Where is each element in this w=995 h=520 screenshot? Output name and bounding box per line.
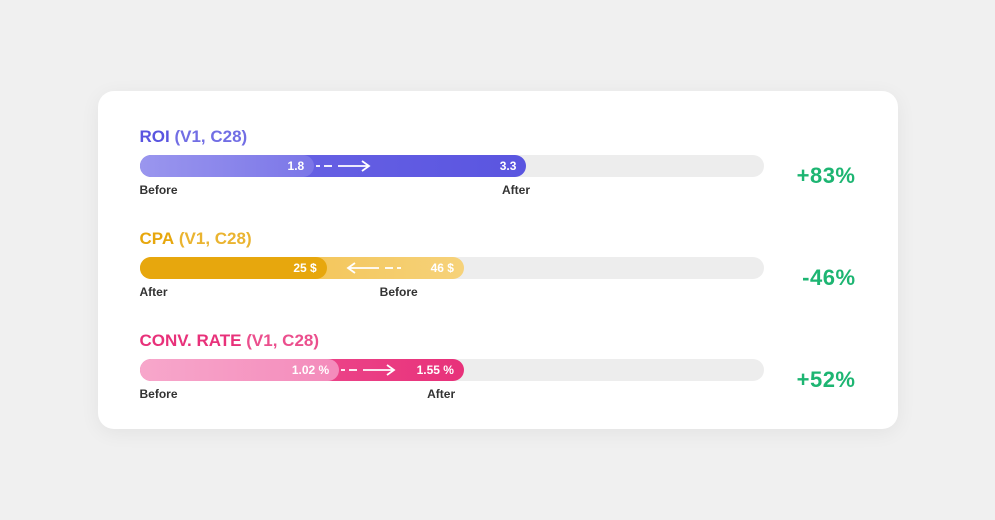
metric-roi-header: ROI (V1, C28) [140, 127, 856, 147]
metric-cpa-delta: -46% [782, 265, 856, 291]
metric-convrate-name: CONV. RATE [140, 331, 242, 350]
axis-before-label: Before [140, 387, 178, 401]
metric-roi-seg-before: 1.8 [140, 155, 315, 177]
metric-convrate-seg-before: 1.02 % [140, 359, 340, 381]
metric-roi-name: ROI [140, 127, 170, 146]
metric-roi-track: 3.3 1.8 [140, 155, 764, 177]
metric-convrate-subscript: (V1, C28) [246, 331, 319, 350]
metric-convrate: CONV. RATE (V1, C28) 1.55 % 1.02 % [140, 331, 856, 401]
metric-cpa: CPA (V1, C28) 46 $ 25 $ [140, 229, 856, 299]
metric-roi-value-before: 1.8 [278, 159, 315, 173]
metric-cpa-value-before: 46 $ [421, 261, 464, 275]
metric-convrate-value-before: 1.02 % [282, 363, 339, 377]
metric-cpa-subscript: (V1, C28) [179, 229, 252, 248]
metric-roi-axis: Before After [140, 183, 764, 197]
axis-before-label: Before [380, 285, 418, 299]
metric-cpa-axis: After Before [140, 285, 764, 299]
metric-convrate-header: CONV. RATE (V1, C28) [140, 331, 856, 351]
axis-after-label: After [502, 183, 530, 197]
axis-after-label: After [427, 387, 455, 401]
metric-cpa-track: 46 $ 25 $ [140, 257, 764, 279]
metric-cpa-name: CPA [140, 229, 175, 248]
metric-cpa-header: CPA (V1, C28) [140, 229, 856, 249]
metric-convrate-track: 1.55 % 1.02 % [140, 359, 764, 381]
metrics-card: ROI (V1, C28) 3.3 1.8 [98, 91, 898, 429]
metric-cpa-seg-after: 25 $ [140, 257, 327, 279]
metric-roi-delta: +83% [782, 163, 856, 189]
metric-convrate-delta: +52% [782, 367, 856, 393]
metric-cpa-value-after: 25 $ [283, 261, 326, 275]
axis-after-label: After [140, 285, 168, 299]
metric-roi-subscript: (V1, C28) [174, 127, 247, 146]
axis-before-label: Before [140, 183, 178, 197]
metric-roi-value-after: 3.3 [490, 159, 527, 173]
metric-roi: ROI (V1, C28) 3.3 1.8 [140, 127, 856, 197]
metric-convrate-value-after: 1.55 % [407, 363, 464, 377]
metric-convrate-axis: Before After [140, 387, 764, 401]
